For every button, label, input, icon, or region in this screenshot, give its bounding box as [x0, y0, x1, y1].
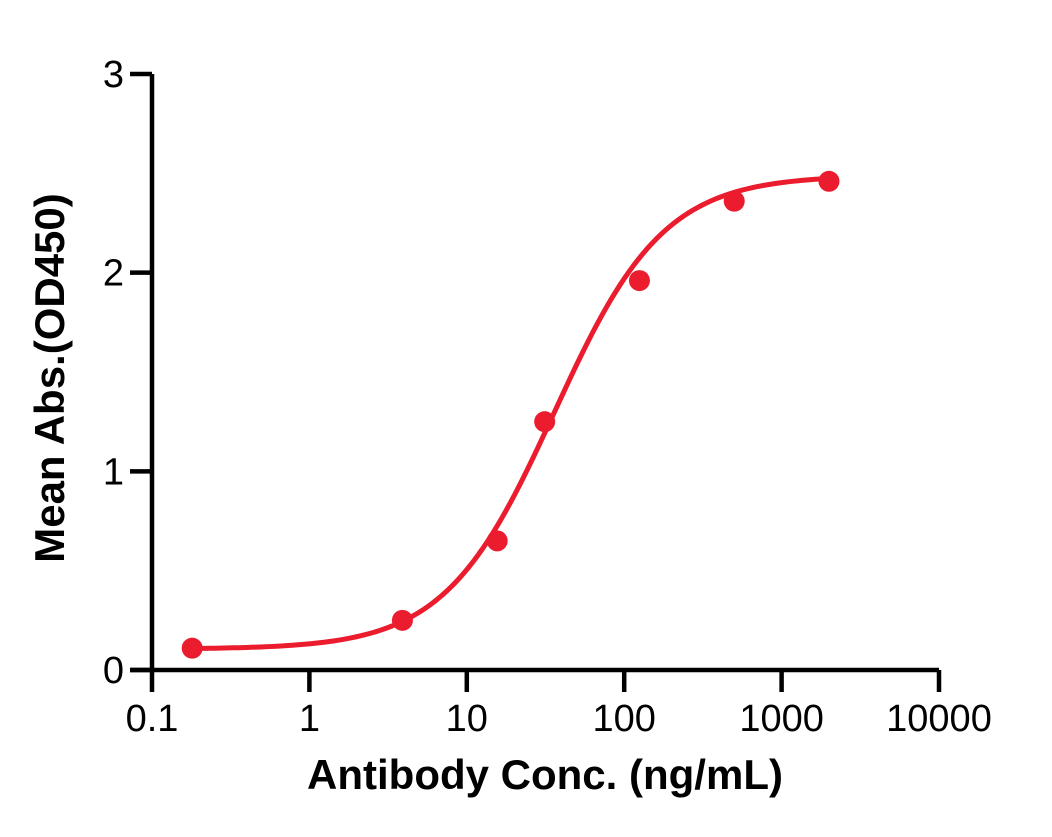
x-tick-label: 10000: [886, 698, 992, 740]
y-axis-title: Mean Abs.(OD450): [26, 193, 73, 563]
data-point: [534, 411, 556, 433]
data-point: [391, 609, 413, 631]
fit-curve: [189, 175, 832, 652]
axes: 0 1 2 3 0.1 1 10 100 1000 10000: [103, 54, 992, 740]
data-points-layer: [181, 170, 840, 659]
x-tick-label: 100: [592, 698, 655, 740]
data-point: [181, 637, 203, 659]
x-tick-label: 1000: [739, 698, 824, 740]
y-tick-label: 1: [103, 451, 124, 493]
x-axis-title: Antibody Conc. (ng/mL): [307, 751, 783, 798]
data-point: [723, 190, 745, 212]
y-tick-label: 3: [103, 54, 124, 96]
data-point: [486, 530, 508, 552]
y-tick-label: 2: [103, 253, 124, 295]
x-tick-label: 1: [299, 698, 320, 740]
y-tick-label: 0: [103, 650, 124, 692]
data-point: [818, 170, 840, 192]
x-tick-label: 0.1: [126, 698, 179, 740]
fit-curve-layer: [189, 175, 832, 652]
data-point: [628, 270, 650, 292]
x-tick-label: 10: [446, 698, 488, 740]
